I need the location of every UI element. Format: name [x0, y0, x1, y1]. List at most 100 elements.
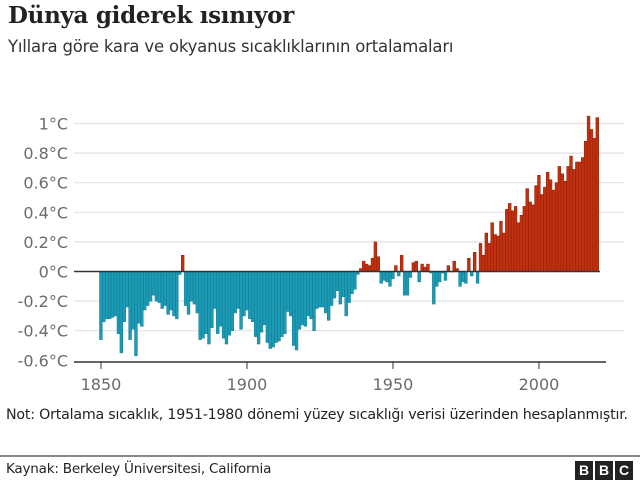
- bbc-logo-letter: C: [615, 461, 633, 480]
- axes: [74, 270, 606, 363]
- bar-negative: [289, 271, 293, 317]
- bar-negative: [239, 271, 243, 330]
- bar-negative: [306, 271, 310, 317]
- bar-positive: [370, 257, 375, 272]
- bar-negative: [151, 271, 156, 296]
- y-tick-label: 0.6°C: [23, 174, 68, 193]
- bar-negative: [405, 271, 410, 296]
- bar-positive: [551, 189, 556, 272]
- bar-positive: [534, 185, 538, 272]
- bar-positive: [548, 179, 553, 272]
- bar-negative: [186, 271, 191, 315]
- y-tick-label: 0.2°C: [23, 233, 68, 252]
- bar-positive: [478, 243, 483, 272]
- bar-negative: [327, 271, 331, 321]
- bar-negative: [335, 271, 340, 291]
- bar-positive: [373, 241, 378, 272]
- bar-negative: [233, 271, 237, 314]
- bar-negative: [163, 271, 167, 306]
- bar-positive: [181, 254, 185, 272]
- bar-positive: [420, 263, 424, 272]
- bar-negative: [224, 271, 229, 345]
- bar-positive: [572, 169, 576, 272]
- bar-positive: [525, 188, 529, 272]
- bar-positive: [510, 210, 515, 272]
- bar-negative: [160, 271, 164, 309]
- bar-positive: [531, 204, 535, 272]
- x-tick-label: 1850: [81, 375, 122, 394]
- bar-negative: [417, 271, 421, 283]
- x-axis-labels: 1850 1900 1950 2000: [81, 362, 560, 394]
- bar-negative: [230, 271, 234, 331]
- bar-positive: [496, 235, 500, 272]
- bar-negative: [315, 271, 319, 309]
- y-tick-label: -0.2°C: [18, 292, 68, 311]
- bar-positive: [563, 180, 567, 272]
- bar-positive: [566, 166, 570, 272]
- chart-title: Dünya giderek ısınıyor: [8, 2, 294, 29]
- bar-negative: [254, 271, 258, 337]
- bar-negative: [213, 271, 217, 309]
- bar-positive: [499, 220, 503, 272]
- bar-positive: [516, 222, 521, 272]
- bar-negative: [172, 271, 176, 317]
- bar-negative: [207, 271, 211, 345]
- bar-negative: [195, 271, 199, 314]
- bar-positive: [560, 173, 564, 272]
- bar-positive: [473, 252, 477, 272]
- chart-subtitle: Yıllara göre kara ve okyanus sıcaklıklar…: [8, 37, 454, 56]
- x-tick-label: 2000: [519, 375, 560, 394]
- bar-negative: [297, 271, 302, 330]
- bar-negative: [122, 271, 126, 323]
- bar-positive: [452, 260, 456, 272]
- bar-positive: [411, 262, 416, 272]
- bar-negative: [166, 271, 170, 315]
- bar-negative: [408, 271, 413, 278]
- bar-positive: [537, 175, 541, 272]
- bar-negative: [204, 271, 208, 334]
- bbc-logo: B B C: [575, 461, 633, 480]
- bar-negative: [303, 271, 307, 327]
- bar-positive: [394, 265, 398, 272]
- bar-negative: [259, 271, 264, 333]
- bar-negative: [347, 271, 351, 303]
- bar-negative: [283, 271, 287, 334]
- bar-positive: [376, 256, 380, 272]
- bar-negative: [175, 271, 179, 320]
- x-tick-label: 1950: [373, 375, 414, 394]
- bar-negative: [475, 271, 480, 284]
- bar-negative: [251, 271, 255, 323]
- bar-negative: [277, 271, 281, 342]
- bar-negative: [105, 271, 109, 320]
- bar-positive: [578, 161, 582, 272]
- source-text: Kaynak: Berkeley Üniversitesi, Californi…: [6, 461, 272, 477]
- bar-negative: [274, 271, 278, 343]
- bar-negative: [216, 271, 220, 334]
- bar-negative: [210, 271, 214, 328]
- y-axis-labels: -0.6°C -0.4°C -0.2°C 0°C 0.2°C 0.4°C 0.6°C 0.8°…: [18, 115, 68, 371]
- bar-negative: [110, 271, 115, 318]
- bar-negative: [271, 271, 275, 348]
- bar-positive: [589, 129, 594, 272]
- bar-negative: [189, 271, 194, 302]
- bar-negative: [338, 271, 343, 305]
- bar-negative: [169, 271, 173, 311]
- bar-chart: -0.6°C -0.4°C -0.2°C 0°C 0.2°C 0.4°C 0.6°C 0.8°…: [18, 115, 624, 394]
- bar-negative: [344, 271, 348, 317]
- bar-negative: [218, 271, 223, 327]
- bar-positive: [508, 203, 512, 272]
- bar-positive: [519, 215, 524, 272]
- bar-negative: [385, 271, 389, 283]
- y-tick-label: -0.6°C: [18, 351, 68, 370]
- bar-negative: [291, 271, 296, 346]
- bar-negative: [435, 271, 439, 287]
- bbc-logo-letter: B: [595, 461, 613, 480]
- bar-negative: [134, 271, 138, 357]
- bar-negative: [382, 271, 386, 281]
- bar-positive: [546, 172, 550, 272]
- bar-negative: [128, 271, 132, 340]
- bar-positive: [595, 117, 599, 272]
- bar-positive: [481, 254, 486, 272]
- bar-positive: [513, 206, 518, 272]
- bar-negative: [108, 271, 112, 320]
